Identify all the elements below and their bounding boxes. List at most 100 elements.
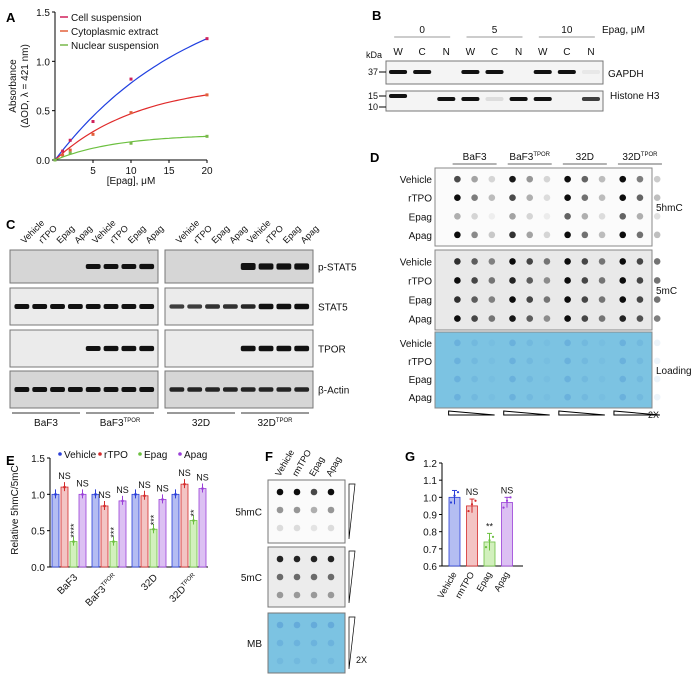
panel-label-a: A xyxy=(6,10,16,25)
data-point xyxy=(94,493,97,496)
dot xyxy=(636,212,644,220)
dot xyxy=(293,524,301,532)
dot xyxy=(509,231,516,239)
y-tick-label: 1.5 xyxy=(36,8,50,19)
data-point xyxy=(505,499,509,502)
blot-label: β-Actin xyxy=(318,386,349,397)
panel-label-d: D xyxy=(370,150,379,165)
dot xyxy=(636,277,644,284)
band xyxy=(67,387,83,392)
dot xyxy=(598,393,606,401)
histone-band xyxy=(533,97,552,101)
dot xyxy=(509,339,516,347)
dot xyxy=(636,393,644,401)
bar xyxy=(78,493,87,568)
lane-label-apag: Apag xyxy=(72,223,94,245)
dot xyxy=(488,212,496,220)
dot xyxy=(509,315,516,322)
dot xyxy=(526,375,534,383)
dot xyxy=(293,573,301,581)
blot-label: Loading xyxy=(656,366,692,377)
dot xyxy=(543,231,551,239)
kda-label: kDa xyxy=(366,50,382,60)
dilution-triangle-icon xyxy=(448,410,495,416)
lane-label-epag: Epag xyxy=(126,223,148,245)
band xyxy=(240,263,256,270)
dot xyxy=(636,296,644,303)
dot xyxy=(598,357,606,365)
blot-label: 5mC xyxy=(241,573,262,584)
significance-label: NS xyxy=(178,468,191,478)
dot xyxy=(327,524,335,532)
histone-band xyxy=(581,97,600,101)
data-point xyxy=(502,506,505,509)
band xyxy=(121,264,137,269)
data-point xyxy=(205,93,209,97)
dot xyxy=(526,339,534,347)
data-point xyxy=(54,493,57,496)
data-point xyxy=(491,535,495,538)
dot xyxy=(276,488,284,496)
concentration-unit: Epag, μM xyxy=(602,25,645,36)
dot xyxy=(653,258,661,265)
significance-label: NS xyxy=(156,483,169,493)
x-category-label: 32D xyxy=(139,572,160,593)
dot xyxy=(488,231,496,239)
cell-line-label: 32DTPOR xyxy=(257,418,293,429)
lane-label-epag: Epag xyxy=(281,223,303,245)
band xyxy=(240,387,256,392)
band xyxy=(258,303,274,310)
band xyxy=(169,387,185,392)
dot xyxy=(471,258,478,265)
fit-curve xyxy=(54,135,208,161)
dot xyxy=(636,339,644,347)
x-category-label: Apag xyxy=(492,570,511,593)
y-axis-label: Relative 5hmC/5mC xyxy=(10,465,21,554)
bar xyxy=(158,499,167,568)
lane-label-apag: Apag xyxy=(144,223,166,245)
band xyxy=(121,304,137,309)
band xyxy=(276,387,292,392)
dot xyxy=(327,555,335,563)
histone-blot xyxy=(385,90,604,112)
dot xyxy=(454,231,461,239)
x-tick-label: 20 xyxy=(201,166,213,177)
fit-curve xyxy=(54,94,208,161)
dot xyxy=(509,393,516,401)
data-point xyxy=(488,539,491,542)
dot xyxy=(543,212,551,220)
gapdh-band xyxy=(533,70,552,74)
dot xyxy=(543,339,551,347)
dot xyxy=(509,375,516,383)
dot xyxy=(543,393,551,401)
histone-band xyxy=(389,94,408,98)
gapdh-band xyxy=(389,70,408,74)
dot xyxy=(581,357,589,365)
band xyxy=(85,346,101,351)
dot xyxy=(581,393,589,401)
band xyxy=(139,345,155,352)
band xyxy=(121,387,137,392)
dilution-triangle-icon xyxy=(558,410,605,416)
band xyxy=(32,387,48,392)
row-label: Apag xyxy=(409,315,432,326)
row-label: Epag xyxy=(409,375,432,386)
dot xyxy=(526,175,534,183)
legend-marker xyxy=(138,452,142,456)
dot xyxy=(454,175,461,183)
band xyxy=(50,387,65,392)
significance-label: ** xyxy=(486,521,494,531)
lane-label: N xyxy=(587,47,594,58)
data-point xyxy=(112,540,115,543)
band xyxy=(187,387,203,392)
dot xyxy=(526,296,534,303)
data-point xyxy=(68,148,72,152)
blot-label: p-STAT5 xyxy=(318,263,357,274)
legend-label: Cytoplasmic extract xyxy=(71,27,158,38)
data-point xyxy=(509,496,512,499)
dot xyxy=(598,339,606,347)
dot xyxy=(543,357,551,365)
band xyxy=(103,345,119,352)
